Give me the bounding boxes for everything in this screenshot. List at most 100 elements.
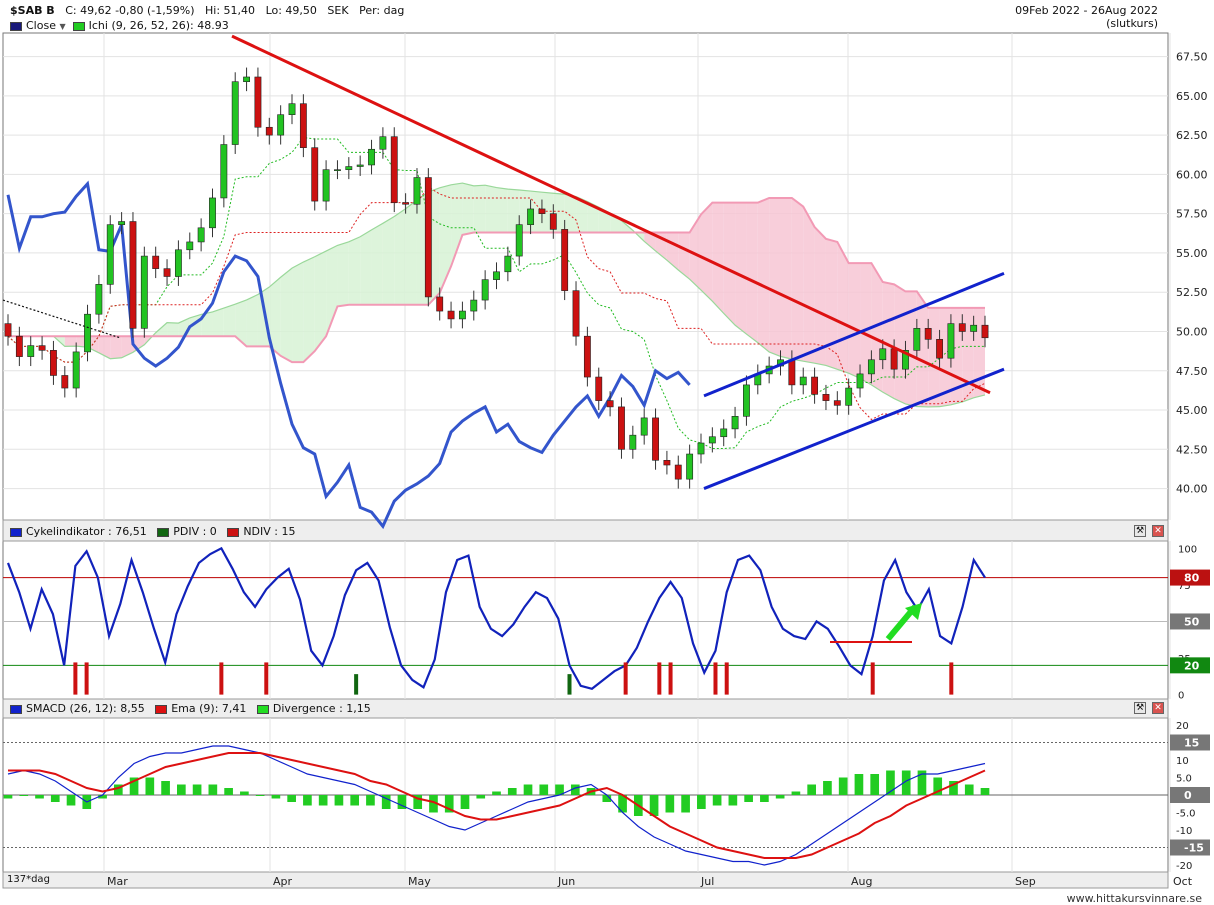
candle-body [231, 81, 239, 145]
legend-close[interactable]: Close [26, 19, 56, 32]
kijun-line [7, 186, 986, 421]
candle-body [129, 221, 137, 329]
candle-body [936, 339, 943, 359]
candle-body [743, 384, 750, 417]
candle-body [299, 103, 307, 148]
cloud-segment [735, 202, 747, 335]
cloud-segment [825, 238, 838, 370]
divergence-bar [507, 788, 517, 795]
cloud-segment [348, 236, 361, 305]
candle-body [538, 208, 546, 214]
legend-divergence[interactable]: Divergence : 1,15 [272, 702, 371, 715]
cycle-close-icon[interactable]: ✕ [1152, 525, 1164, 537]
cloud-segment [473, 185, 486, 233]
smacd-tick-label: -10 [1176, 826, 1192, 837]
candle-body [390, 136, 398, 203]
candle-body [345, 166, 353, 170]
footer-site-label: www.hittakursvinnare.se [1066, 892, 1202, 905]
cloud-segment [587, 201, 599, 233]
cloud-segment [916, 291, 929, 407]
candle-body [561, 229, 569, 291]
senkou-span-a-line [8, 182, 986, 408]
legend-cycle[interactable]: Cykelindikator : 76,51 [26, 525, 147, 538]
divergence-bar [760, 795, 769, 802]
divergence-bar [555, 784, 564, 795]
candle-body [652, 417, 659, 461]
smacd-legend: SMACD (26, 12): 8,55 Ema (9): 7,41 Diver… [10, 702, 371, 715]
candle-body [72, 351, 80, 389]
y-tick-label: 52.50 [1176, 286, 1208, 299]
divergence-bar [208, 784, 218, 795]
ndiv-marker [657, 662, 662, 695]
smacd-level-label: 15 [1184, 737, 1199, 750]
smacd-close-icon[interactable]: ✕ [1152, 702, 1164, 714]
ndiv-marker [623, 662, 628, 695]
cycle-indicator-line [6, 546, 986, 690]
candle-body [424, 177, 432, 298]
y-tick-label: 57.50 [1176, 208, 1208, 221]
divergence-bar [775, 795, 785, 799]
candle-body [334, 169, 341, 171]
candle-body [265, 126, 273, 136]
x-tick-label: Jul [700, 875, 714, 888]
cloud-segment [462, 183, 474, 235]
candle-body [220, 144, 228, 199]
x-tick-label: Oct [1173, 875, 1193, 888]
legend-ema[interactable]: Ema (9): 7,41 [171, 702, 247, 715]
currency-label: SEK [327, 4, 349, 17]
y-tick-label: 45.00 [1176, 404, 1208, 417]
ndiv-marker [219, 662, 224, 695]
divergence-bar [476, 795, 486, 799]
divergence-bar [697, 795, 706, 809]
cycle-tick-label: 75 [1178, 581, 1191, 592]
divergence-bar [271, 795, 281, 799]
candle-body [504, 255, 512, 273]
cloud-segment [303, 256, 315, 363]
divergence-bar [492, 791, 501, 795]
cycle-indicator-series [3, 546, 1168, 695]
period-indicator[interactable]: 137*dag [7, 874, 50, 885]
candle-body [163, 268, 171, 277]
high-value-label: Hi: 51,40 [205, 4, 256, 17]
divergence-bar [397, 795, 407, 809]
candle-body [697, 442, 705, 455]
pdiv-swatch-icon [157, 527, 170, 537]
ichimoku-cloud [53, 183, 985, 407]
candle-body [15, 335, 23, 357]
candle-body [583, 335, 591, 378]
candle-body [879, 348, 887, 361]
cloud-segment [110, 336, 122, 359]
candle-body [629, 434, 637, 450]
time-axis-bar [2, 871, 1169, 889]
cycle-settings-icon[interactable]: ⚒ [1134, 525, 1146, 537]
cycle-level-label: 50 [1184, 615, 1200, 628]
cloud-segment [769, 197, 781, 357]
smacd-settings-icon[interactable]: ⚒ [1134, 702, 1146, 714]
legend-dropdown-icon[interactable]: ▼ [59, 22, 66, 31]
legend-smacd[interactable]: SMACD (26, 12): 8,55 [26, 702, 145, 715]
cloud-segment [121, 336, 133, 358]
candle-body [288, 103, 296, 115]
candle-body [50, 350, 57, 376]
cycle-level-badge [1170, 657, 1210, 674]
y-tick-label: 60.00 [1176, 168, 1208, 181]
smacd-tick-label: -20 [1176, 861, 1192, 872]
candle-body [731, 416, 739, 430]
smacd-tick-label: -5.0 [1176, 809, 1196, 820]
candle-body [311, 147, 319, 202]
cloud-segment [780, 197, 792, 360]
candle-body [4, 323, 12, 337]
divergence-bar [255, 795, 265, 796]
close-value-label: C: 49,62 [65, 4, 112, 17]
ema-swatch-icon [155, 704, 168, 714]
cloud-segment [371, 223, 383, 305]
divergence-bar [287, 795, 296, 802]
divergence-bar [618, 795, 627, 813]
candle-body [549, 213, 557, 230]
legend-ndiv[interactable]: NDIV : 15 [243, 525, 296, 538]
legend-pdiv[interactable]: PDIV : 0 [173, 525, 217, 538]
smacd-legend-bar [2, 698, 1169, 719]
divergence-bar [649, 795, 659, 816]
y-tick-label: 65.00 [1176, 90, 1208, 103]
legend-ichi[interactable]: Ichi (9, 26, 52, 26): 48.93 [88, 19, 229, 32]
